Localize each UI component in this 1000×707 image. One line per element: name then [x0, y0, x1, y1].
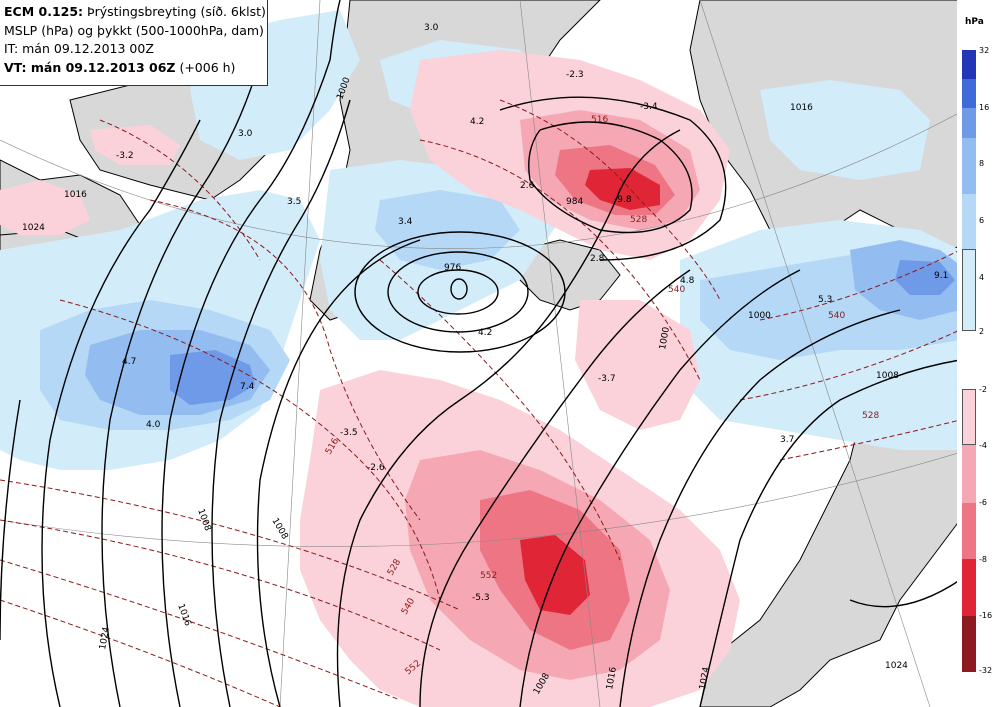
tendency-value: 9.1	[934, 271, 948, 281]
tendency-value: -3.7	[598, 374, 616, 384]
legend-swatch-rise	[962, 108, 976, 138]
isobar-label: 1024	[98, 626, 112, 651]
map-info-header: ECM 0.125: Þrýstingsbreyting (síð. 6klst…	[0, 0, 268, 86]
tendency-value: 3.5	[287, 197, 301, 207]
isobar-label: 1016	[64, 190, 87, 200]
legend-swatch-fall	[962, 616, 976, 672]
field-title: Þrýstingsbreyting (síð. 6klst)	[83, 4, 266, 19]
tendency-value: -9.8	[614, 195, 632, 205]
tendency-value: 4.2	[470, 117, 484, 127]
tendency-value: -3.4	[640, 102, 658, 112]
legend-swatch-fall	[962, 445, 976, 503]
pressure-fall-areas	[0, 50, 740, 707]
isobar-label: 976	[444, 263, 461, 273]
tendency-value: -2.3	[566, 70, 584, 80]
legend-tick: 8	[979, 159, 985, 168]
tendency-value: -2.6	[367, 463, 385, 473]
tendency-value: 3.7	[780, 435, 794, 445]
legend-tick: 2	[979, 327, 985, 336]
thickness-label: 528	[862, 411, 879, 421]
tendency-value: 4.2	[478, 328, 492, 338]
legend-tick: 4	[979, 273, 985, 282]
legend-swatch-rise	[962, 249, 976, 331]
tendency-value: 2.6	[520, 181, 535, 191]
isobar-label: 1016	[790, 103, 813, 113]
legend-swatch-fall	[962, 503, 976, 559]
legend-swatch-rise	[962, 79, 976, 108]
thickness-label: 528	[630, 215, 647, 225]
tendency-value: 7.4	[240, 382, 255, 392]
legend-swatch-rise	[962, 138, 976, 194]
legend-tick: -4	[979, 441, 987, 450]
tendency-labels: -3.2 3.0 3.5 3.4 4.2 -2.3 -3.4 2.6 -9.8 …	[116, 23, 948, 603]
isobar-label: 1024	[22, 223, 45, 233]
forecast-hour: (+006 h)	[175, 59, 236, 75]
legend-unit: hPa	[965, 17, 984, 27]
tendency-value: 4.0	[146, 420, 161, 430]
valid-time: VT: mán 09.12.2013 06Z	[4, 59, 176, 75]
legend-tick: -8	[979, 555, 987, 564]
isobars	[0, 0, 961, 707]
legend-tick: -6	[979, 498, 987, 507]
field-subtitle: MSLP (hPa) og þykkt (500-1000hPa, dam)	[4, 22, 264, 38]
legend-tick: -16	[979, 611, 993, 620]
initial-time: IT: mán 09.12.2013 00Z	[4, 41, 154, 56]
legend-swatch-rise	[962, 194, 976, 249]
tendency-value: -5.3	[472, 593, 490, 603]
tendency-value: -3.2	[116, 151, 134, 161]
legend-tick: 32	[979, 46, 990, 55]
legend-tick: -2	[979, 385, 987, 394]
thickness-label: 552	[480, 571, 497, 581]
tendency-value: -3.5	[340, 428, 358, 438]
isobar-label: 984	[566, 197, 583, 207]
tendency-value: 2.8	[590, 254, 605, 264]
isobar-label: 1016	[605, 666, 619, 691]
color-legend: hPa 32 16 8 6 4 2 -2 -4 -6 -8 -16 -32	[957, 0, 1000, 707]
isobar-label: 1008	[876, 371, 899, 381]
legend-tick: 6	[979, 216, 985, 225]
thickness-label: 516	[591, 115, 608, 125]
valid-time-line: VT: mán 09.12.2013 06Z (+006 h)	[4, 59, 267, 78]
isobar-label: 1024	[885, 661, 908, 671]
legend-tick: 16	[979, 103, 990, 112]
tendency-value: 4.8	[680, 276, 695, 286]
legend-swatch-fall	[962, 559, 976, 616]
header-model-line: ECM 0.125: Þrýstingsbreyting (síð. 6klst…	[4, 3, 267, 22]
tendency-value: 4.7	[122, 357, 136, 367]
legend-swatch-rise	[962, 50, 976, 79]
tendency-value: 3.0	[238, 129, 253, 139]
thickness-label: 540	[828, 311, 845, 321]
tendency-value: 5.3	[818, 295, 832, 305]
thickness-label: 540	[668, 285, 685, 295]
tendency-value: 3.0	[424, 23, 439, 33]
thickness-lines	[0, 99, 961, 707]
legend-swatch-fall	[962, 389, 976, 445]
isobar-label: 1000	[748, 311, 771, 321]
isobar-label: 1000	[658, 326, 672, 351]
tendency-value: 3.4	[398, 217, 413, 227]
model-name: ECM 0.125:	[4, 4, 84, 19]
legend-tick: -32	[979, 666, 993, 675]
isobar-label: 1024	[698, 666, 712, 691]
